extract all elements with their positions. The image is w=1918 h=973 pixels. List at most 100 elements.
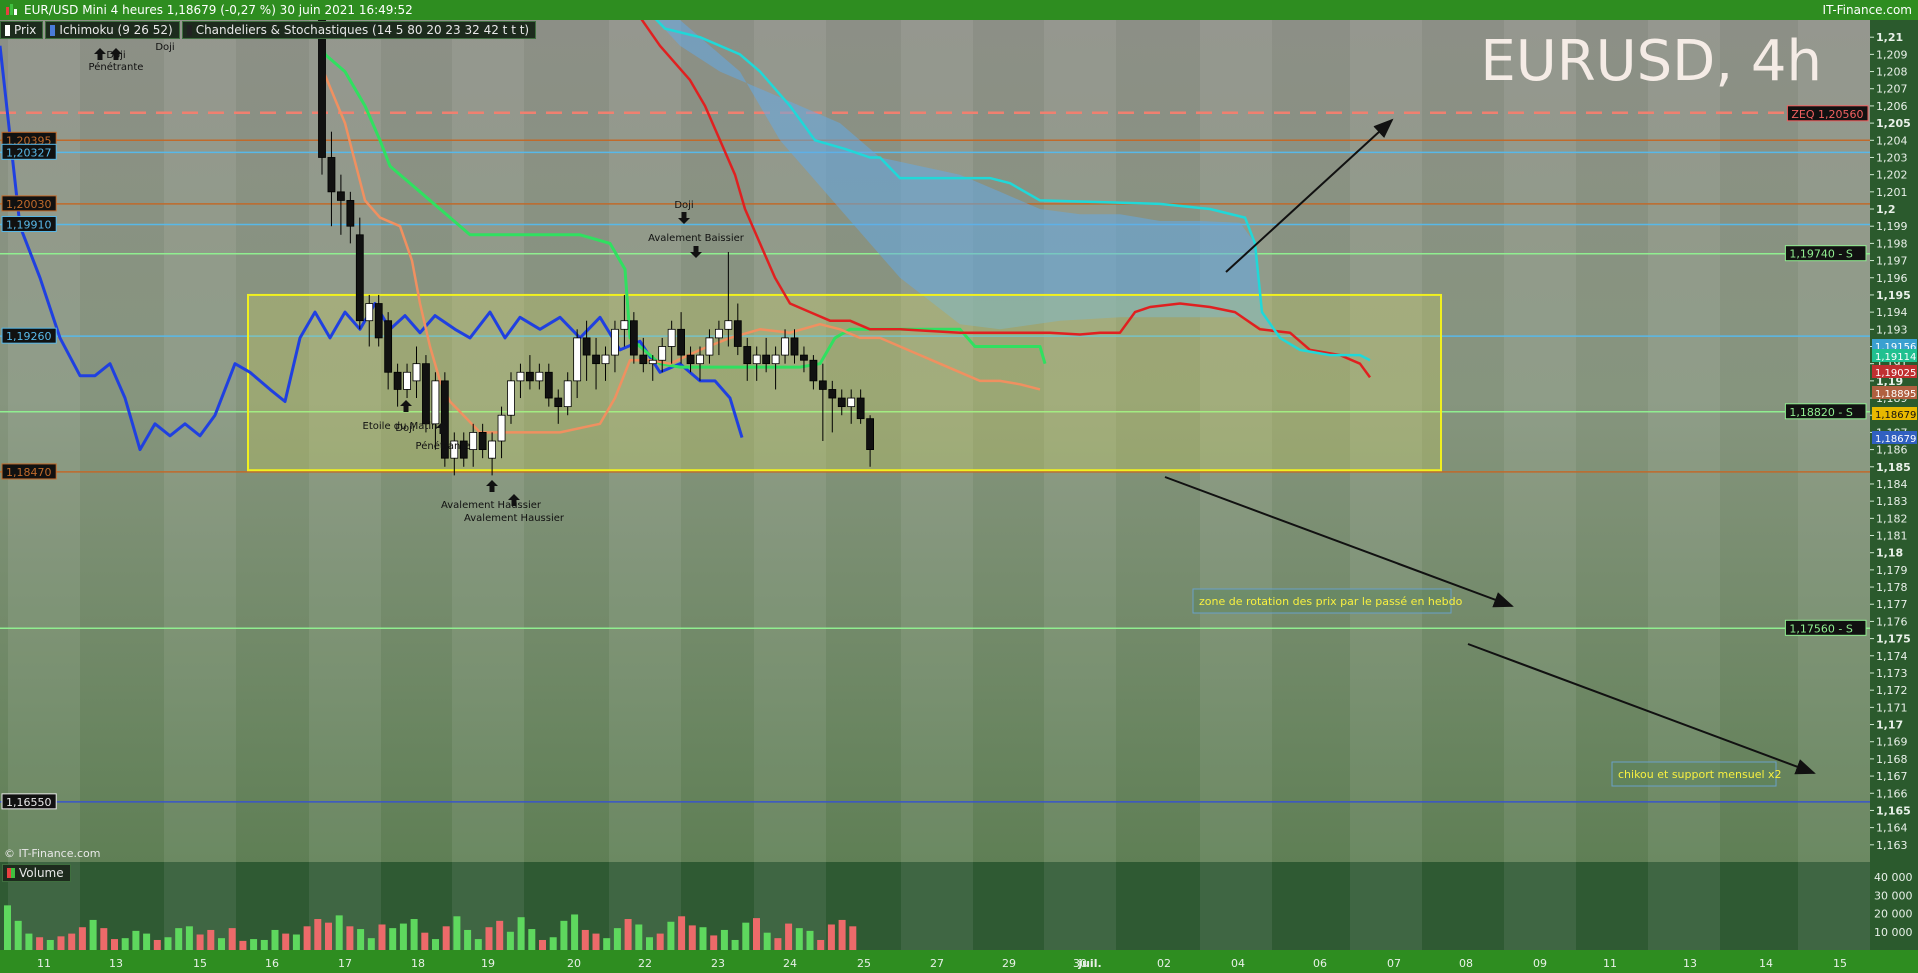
price-tick-label: 1,17	[1876, 719, 1903, 732]
note-text: chikou et support mensuel x2	[1618, 768, 1782, 781]
volume-tick-label: 40 000	[1874, 871, 1913, 884]
ichimoku-cloud	[640, 2, 1275, 333]
candle-body	[847, 397, 856, 408]
volume-bar	[57, 936, 65, 950]
left-level-badge: 1,20327	[6, 146, 52, 159]
price-tick-label: 1,183	[1876, 495, 1908, 508]
price-tick-label: 1,201	[1876, 186, 1908, 199]
price-tick-label: 1,175	[1876, 633, 1911, 646]
volume-bar	[646, 937, 653, 950]
candle-body	[412, 363, 421, 382]
volume-tick-label: 30 000	[1874, 889, 1913, 902]
time-tick-label: 07	[1387, 957, 1401, 970]
volume-bar	[432, 939, 439, 950]
volume-bar	[753, 918, 760, 950]
volume-bar	[100, 928, 108, 950]
legend-item-price[interactable]: Prix	[0, 21, 44, 39]
legend-item-chandeliers[interactable]: Chandeliers & Stochastiques (14 5 80 20 …	[181, 21, 537, 39]
volume-bar	[46, 939, 54, 950]
time-tick-label: 15	[1833, 957, 1847, 970]
candle-body	[752, 354, 761, 365]
volume-bar	[592, 933, 600, 950]
volume-background	[0, 862, 1870, 950]
pattern-annotation: Doji	[106, 50, 125, 61]
price-tick-label: 1,205	[1876, 117, 1911, 130]
volume-bar	[410, 919, 418, 950]
day-band	[1350, 20, 1422, 950]
volume-label: Volume	[19, 866, 64, 880]
volume-bar	[506, 931, 514, 950]
volume-bar	[218, 938, 225, 950]
pattern-annotation: Etoile du Matin	[363, 421, 438, 432]
price-tick-label: 1,171	[1876, 701, 1908, 714]
legend-item-ichimoku[interactable]: Ichimoku (9 26 52)	[45, 21, 180, 39]
volume-legend[interactable]: Volume	[2, 864, 71, 882]
axis-price-badge: 1,19114	[1875, 352, 1916, 363]
left-level-badge: 1,19910	[6, 218, 52, 231]
candle-body	[592, 354, 600, 365]
price-tick-label: 1,18	[1876, 547, 1903, 560]
volume-bar	[36, 937, 44, 950]
pattern-annotation: Pénétrante	[416, 440, 471, 452]
right-level-badge: 1,18820 - S	[1789, 406, 1852, 419]
candle-body	[450, 440, 459, 459]
candle-body	[573, 337, 582, 382]
volume-bar	[346, 926, 354, 950]
candle-body	[393, 371, 402, 390]
volume-bar	[581, 929, 589, 950]
candle-body	[431, 380, 440, 425]
left-level-badge-box	[1, 793, 57, 810]
volume-bar	[656, 933, 664, 950]
indicator-legend: Prix Ichimoku (9 26 52) Chandeliers & St…	[0, 21, 537, 39]
volume-bar	[132, 930, 140, 950]
candle-body	[629, 320, 638, 356]
candle-body	[866, 418, 874, 450]
down-arrow-icon	[690, 246, 702, 258]
copyright-text: © IT-Finance.com	[4, 847, 101, 860]
candle-body	[374, 303, 383, 339]
day-band	[1648, 20, 1720, 950]
candle-body	[715, 328, 723, 339]
volume-bar	[817, 939, 825, 950]
window-title: EUR/USD Mini 4 heures 1,18679 (-0,27 %) …	[24, 3, 413, 17]
down-arrow-icon	[678, 212, 690, 224]
chart-title: EURUSD, 4h	[1480, 29, 1822, 94]
volume-bar	[688, 925, 696, 950]
candle-body	[658, 346, 667, 361]
price-tick-label: 1,168	[1876, 753, 1908, 766]
price-tick-label: 1,197	[1876, 255, 1908, 268]
volume-bar	[742, 922, 750, 950]
time-tick-label: 29	[1002, 957, 1016, 970]
price-tick-label: 1,202	[1876, 169, 1908, 182]
volume-bar	[78, 927, 86, 950]
pattern-annotation: Pénétrante	[89, 61, 144, 73]
day-band	[1044, 20, 1116, 950]
candle-body	[686, 354, 695, 365]
volume-bar	[282, 933, 290, 950]
left-level-badge-box	[1, 327, 57, 344]
price-tick-label: 1,176	[1876, 615, 1908, 628]
candle-body	[535, 371, 544, 382]
volume-bar	[239, 940, 247, 950]
up-arrow-icon	[436, 422, 448, 434]
up-arrow-icon	[110, 48, 122, 60]
day-band	[901, 20, 973, 950]
volume-bar	[121, 938, 129, 950]
left-level-badge-box	[1, 215, 57, 232]
price-tick-label: 1,21	[1876, 31, 1903, 44]
price-tick-label: 1,182	[1876, 512, 1908, 525]
volume-bar	[528, 929, 536, 950]
time-tick-label: 11	[1603, 957, 1617, 970]
time-tick-label: 04	[1231, 957, 1245, 970]
time-tick-label: juil.	[1077, 957, 1101, 970]
candle-body	[346, 200, 355, 227]
candle-body	[856, 397, 865, 420]
volume-bar	[421, 932, 429, 950]
zeq-badge: ZEQ 1,20560	[1791, 108, 1863, 121]
chandeliers-swatch-icon	[186, 24, 192, 36]
up-arrow-icon	[508, 494, 520, 506]
legend-label: Prix	[14, 23, 37, 37]
right-level-badge-box	[1784, 619, 1867, 636]
